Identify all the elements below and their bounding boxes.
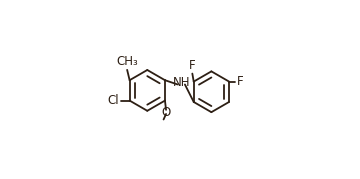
Text: Cl: Cl <box>107 94 119 107</box>
Text: CH₃: CH₃ <box>116 55 138 69</box>
Text: F: F <box>189 59 195 72</box>
Text: F: F <box>237 75 243 88</box>
Text: NH: NH <box>173 76 190 89</box>
Text: O: O <box>161 106 171 119</box>
